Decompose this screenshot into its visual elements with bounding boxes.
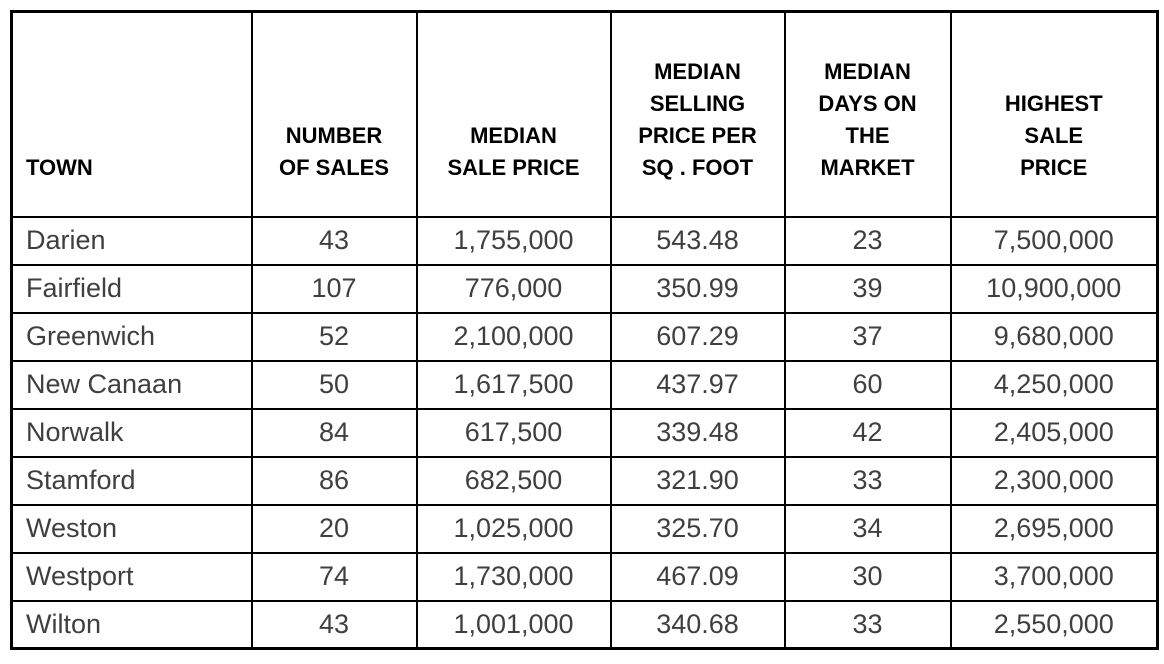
cell-median-sale-price: 1,025,000 (415, 503, 612, 554)
cell-highest-sale-price: 3,700,000 (949, 551, 1159, 602)
cell-price-per-sq-foot: 543.48 (609, 215, 786, 266)
cell-number-of-sales: 107 (250, 263, 418, 314)
cell-price-per-sq-foot: 437.97 (609, 359, 786, 410)
cell-median-sale-price: 1,001,000 (415, 599, 612, 650)
column-header-town: TOWN (10, 10, 253, 218)
table-row-new-canaan: New Canaan 50 1,617,500 437.97 60 4,250,… (10, 359, 1159, 410)
table-row-stamford: Stamford 86 682,500 321.90 33 2,300,000 (10, 455, 1159, 506)
cell-days-on-market: 39 (783, 263, 952, 314)
cell-price-per-sq-foot: 340.68 (609, 599, 786, 650)
cell-highest-sale-price: 2,300,000 (949, 455, 1159, 506)
cell-days-on-market: 34 (783, 503, 952, 554)
cell-days-on-market: 60 (783, 359, 952, 410)
cell-median-sale-price: 617,500 (415, 407, 612, 458)
column-header-number-of-sales: NUMBER OF SALES (250, 10, 418, 218)
cell-median-sale-price: 776,000 (415, 263, 612, 314)
table-row-weston: Weston 20 1,025,000 325.70 34 2,695,000 (10, 503, 1159, 554)
cell-town: Wilton (10, 599, 253, 650)
table-row-greenwich: Greenwich 52 2,100,000 607.29 37 9,680,0… (10, 311, 1159, 362)
table-row-darien: Darien 43 1,755,000 543.48 23 7,500,000 (10, 215, 1159, 266)
cell-number-of-sales: 84 (250, 407, 418, 458)
cell-days-on-market: 37 (783, 311, 952, 362)
cell-price-per-sq-foot: 350.99 (609, 263, 786, 314)
cell-days-on-market: 30 (783, 551, 952, 602)
cell-number-of-sales: 50 (250, 359, 418, 410)
cell-town: Westport (10, 551, 253, 602)
table-body: Darien 43 1,755,000 543.48 23 7,500,000 … (10, 215, 1159, 650)
cell-highest-sale-price: 2,695,000 (949, 503, 1159, 554)
cell-highest-sale-price: 2,405,000 (949, 407, 1159, 458)
cell-price-per-sq-foot: 321.90 (609, 455, 786, 506)
cell-price-per-sq-foot: 339.48 (609, 407, 786, 458)
cell-number-of-sales: 20 (250, 503, 418, 554)
cell-town: Norwalk (10, 407, 253, 458)
real-estate-sales-table: TOWN NUMBER OF SALES MEDIAN SALE PRICE M… (10, 10, 1159, 650)
cell-price-per-sq-foot: 607.29 (609, 311, 786, 362)
column-header-median-selling-price-per-sq-foot: MEDIAN SELLING PRICE PER SQ . FOOT (609, 10, 786, 218)
cell-days-on-market: 33 (783, 455, 952, 506)
cell-median-sale-price: 682,500 (415, 455, 612, 506)
cell-highest-sale-price: 2,550,000 (949, 599, 1159, 650)
cell-number-of-sales: 43 (250, 599, 418, 650)
cell-days-on-market: 23 (783, 215, 952, 266)
column-header-median-days-on-market: MEDIAN DAYS ON THE MARKET (783, 10, 952, 218)
cell-town: Stamford (10, 455, 253, 506)
table-row-norwalk: Norwalk 84 617,500 339.48 42 2,405,000 (10, 407, 1159, 458)
cell-number-of-sales: 43 (250, 215, 418, 266)
cell-days-on-market: 42 (783, 407, 952, 458)
cell-median-sale-price: 1,617,500 (415, 359, 612, 410)
cell-median-sale-price: 1,755,000 (415, 215, 612, 266)
cell-number-of-sales: 86 (250, 455, 418, 506)
cell-town: Darien (10, 215, 253, 266)
cell-highest-sale-price: 10,900,000 (949, 263, 1159, 314)
header-row: TOWN NUMBER OF SALES MEDIAN SALE PRICE M… (10, 10, 1159, 218)
table-row-fairfield: Fairfield 107 776,000 350.99 39 10,900,0… (10, 263, 1159, 314)
cell-highest-sale-price: 4,250,000 (949, 359, 1159, 410)
column-header-highest-sale-price: HIGHEST SALE PRICE (949, 10, 1159, 218)
cell-price-per-sq-foot: 325.70 (609, 503, 786, 554)
cell-town: Fairfield (10, 263, 253, 314)
cell-number-of-sales: 74 (250, 551, 418, 602)
cell-median-sale-price: 2,100,000 (415, 311, 612, 362)
cell-number-of-sales: 52 (250, 311, 418, 362)
cell-price-per-sq-foot: 467.09 (609, 551, 786, 602)
cell-days-on-market: 33 (783, 599, 952, 650)
cell-town: Greenwich (10, 311, 253, 362)
cell-town: Weston (10, 503, 253, 554)
column-header-median-sale-price: MEDIAN SALE PRICE (415, 10, 612, 218)
table-row-wilton: Wilton 43 1,001,000 340.68 33 2,550,000 (10, 599, 1159, 650)
table-header: TOWN NUMBER OF SALES MEDIAN SALE PRICE M… (10, 10, 1159, 218)
table-row-westport: Westport 74 1,730,000 467.09 30 3,700,00… (10, 551, 1159, 602)
cell-highest-sale-price: 7,500,000 (949, 215, 1159, 266)
cell-highest-sale-price: 9,680,000 (949, 311, 1159, 362)
cell-town: New Canaan (10, 359, 253, 410)
cell-median-sale-price: 1,730,000 (415, 551, 612, 602)
